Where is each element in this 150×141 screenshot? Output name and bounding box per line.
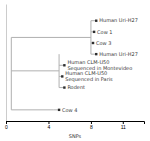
- labels: Human Uri-H27 Cow 1 Cow 3 Human Uri-H27 Huma…: [62, 17, 138, 112]
- leaf-label: Cow 1: [97, 29, 112, 35]
- leaf-tip: [58, 109, 60, 111]
- x-tick: 0: [5, 121, 8, 130]
- leaf-label-line: Sequenced in Paris: [65, 76, 113, 83]
- leaf-tip: [95, 20, 97, 22]
- leaf-label: Cow 4: [62, 107, 77, 113]
- leaf-tip: [63, 64, 65, 66]
- x-axis: 0 4 8 11: [5, 121, 144, 130]
- leaf-label: Rodent: [67, 84, 85, 90]
- y-axis: [6, 5, 7, 122]
- chart: 04811SNPsHuman Uri-H27Cow 1Cow 3Human Ur…: [0, 0, 150, 141]
- leaf-tip: [61, 75, 63, 77]
- x-tick-label: 4: [48, 124, 51, 130]
- leaf-label-line: Human Uri-H27: [99, 17, 138, 23]
- x-tick: 8: [90, 121, 93, 130]
- leaf-label: Human Uri-H27: [99, 51, 138, 57]
- leaf-label-line: Cow 3: [96, 40, 111, 46]
- x-axis-title: SNPs: [69, 133, 82, 139]
- x-tick: 11: [121, 121, 126, 130]
- x-tick: 4: [48, 121, 51, 130]
- leaf-label-line: Human Uri-H27: [99, 51, 138, 57]
- leaf-label: Human Uri-H27: [99, 17, 138, 23]
- x-tick-label: 0: [5, 124, 8, 130]
- leaf-label-line: Rodent: [67, 84, 85, 90]
- leaf-label-line: Cow 4: [62, 107, 77, 113]
- y-axis-line: [6, 5, 7, 122]
- x-tick-label: 11: [121, 124, 126, 130]
- leaf-label-line: Cow 1: [97, 29, 112, 35]
- leaf-label: Human CLM-U50Sequenced in Paris: [65, 70, 113, 83]
- leaf-tip: [63, 86, 65, 88]
- leaf-label: Cow 3: [96, 40, 111, 46]
- x-tick-label: 8: [90, 124, 93, 130]
- leaf-tip: [95, 53, 97, 55]
- leaf-tip: [92, 42, 94, 44]
- leaf-tip: [93, 31, 95, 33]
